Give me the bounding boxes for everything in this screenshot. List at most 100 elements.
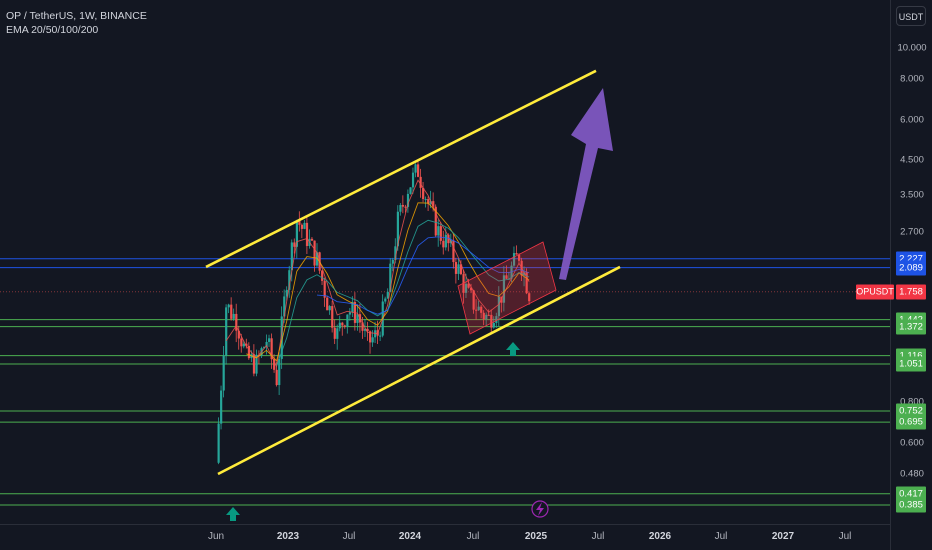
candle-body	[288, 270, 291, 290]
candle-body	[227, 304, 230, 308]
candle-body	[295, 220, 298, 247]
candle-body	[366, 328, 369, 332]
candle-body	[240, 338, 243, 347]
candle-body	[432, 201, 435, 207]
candle-body	[523, 272, 526, 276]
candle-body	[497, 296, 500, 317]
candle-body	[369, 331, 372, 343]
price-tick-label: 6.000	[900, 114, 924, 126]
candle-body	[414, 164, 417, 173]
candle-body	[399, 205, 402, 212]
resistance-price-tag: 2.089	[896, 260, 926, 276]
candle-body	[417, 164, 420, 177]
support-price-tag: 0.385	[896, 497, 926, 513]
candle-body	[333, 327, 336, 339]
time-tick-label: Jul	[466, 531, 480, 542]
price-tick-label: 8.000	[900, 73, 924, 85]
candle-body	[502, 275, 506, 303]
candle-body	[394, 246, 397, 260]
channel-upper-line	[205, 69, 597, 269]
candle-body	[262, 347, 266, 349]
candle-body	[477, 306, 480, 311]
candle-body	[444, 234, 447, 248]
candle-body	[247, 345, 251, 359]
candle-body	[270, 338, 273, 360]
candle-body	[341, 322, 344, 326]
candle-body	[242, 343, 245, 347]
candle-body	[343, 325, 346, 327]
time-tick-label: Jun	[207, 531, 225, 542]
time-tick-label: Jul	[591, 531, 605, 542]
projection-arrow	[559, 88, 613, 280]
candle-body	[487, 314, 490, 316]
time-tick-label: 2025	[524, 531, 548, 542]
candle-body	[338, 322, 341, 329]
candle-body	[401, 205, 405, 207]
candle-body	[459, 264, 463, 275]
lightning-icon	[536, 502, 544, 516]
price-tick-label: 0.600	[900, 437, 924, 449]
candle-body	[232, 313, 235, 319]
support-price-tag: 1.372	[896, 319, 926, 335]
candle-body	[348, 312, 352, 315]
candle-body	[331, 306, 334, 328]
support-price-tag: 0.695	[896, 414, 926, 430]
candle-body	[434, 206, 437, 236]
candle-body	[518, 254, 521, 261]
price-chart[interactable]	[0, 0, 890, 524]
last-price-tag: 1.758	[896, 284, 926, 300]
candle-body	[283, 296, 286, 317]
candle-body	[384, 298, 387, 302]
candle-body	[285, 289, 288, 297]
candle-body	[346, 314, 349, 327]
candle-body	[442, 240, 445, 248]
candle-body	[464, 283, 468, 293]
candle-body	[230, 304, 233, 319]
candle-body	[454, 262, 458, 274]
candle-body	[475, 309, 478, 311]
price-tick-label: 0.800	[900, 396, 924, 408]
ema-line	[246, 202, 530, 362]
candle-body	[482, 312, 485, 320]
symbol-title[interactable]: OP / TetherUS, 1W, BINANCE	[6, 10, 147, 22]
candle-body	[515, 253, 518, 255]
candle-body	[268, 338, 271, 342]
consolidation-box	[457, 241, 557, 335]
time-tick-label: Jul	[342, 531, 356, 542]
candle-body	[525, 272, 528, 294]
currency-button[interactable]: USDT	[896, 6, 926, 26]
candle-body	[490, 314, 493, 328]
candle-body	[298, 220, 301, 225]
candle-body	[303, 222, 306, 229]
indicator-label[interactable]: EMA 20/50/100/200	[6, 24, 99, 36]
candle-body	[323, 280, 326, 298]
candle-body	[389, 263, 392, 292]
candle-body	[328, 306, 331, 311]
time-tick-label: 2024	[398, 531, 422, 542]
candle-body	[220, 390, 223, 424]
chart-legend: OP / TetherUS, 1W, BINANCE EMA 20/50/100…	[6, 9, 147, 37]
candle-body	[439, 226, 442, 241]
time-axis[interactable]: Jun 2023 Jul 2024 Jul 2025 Jul 2026 Jul 2027 Jul	[0, 524, 890, 550]
candle-body	[273, 359, 276, 370]
candle-body	[495, 316, 498, 323]
candle-body	[485, 314, 488, 320]
ema-line	[316, 236, 530, 315]
candle-body	[406, 193, 410, 207]
channel-lower-line	[217, 265, 621, 476]
price-tick-label: 2.700	[900, 226, 924, 238]
candle-body	[480, 306, 483, 313]
time-tick-label: 2023	[276, 531, 300, 542]
candle-body	[313, 240, 316, 266]
candle-body	[278, 358, 281, 386]
candle-body	[300, 224, 304, 229]
candle-body	[419, 176, 422, 188]
candle-body	[512, 253, 516, 266]
candle-body	[470, 287, 473, 291]
candle-body	[472, 290, 475, 310]
candle-body	[321, 270, 324, 281]
candle-body	[411, 172, 415, 188]
chart-area[interactable]: OP / TetherUS, 1W, BINANCE EMA 20/50/100…	[0, 0, 890, 524]
time-tick-label: Jul	[838, 531, 852, 542]
time-tick-label: Jul	[714, 531, 728, 542]
